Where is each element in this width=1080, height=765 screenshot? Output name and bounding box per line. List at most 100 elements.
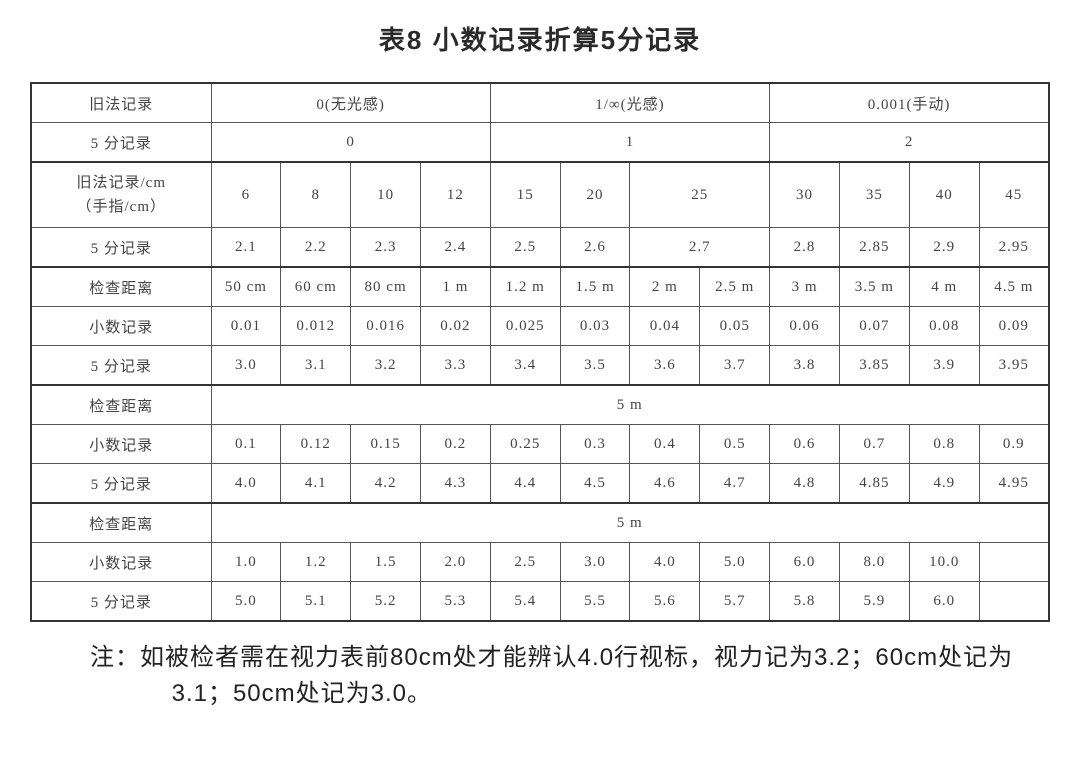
s4-dec-8: 0.6 <box>770 425 840 464</box>
s5-dec-3: 2.0 <box>420 543 490 582</box>
s1-score-label: 5 分记录 <box>31 123 211 163</box>
s2-val-9: 40 <box>909 162 979 228</box>
s2-val-4: 15 <box>490 162 560 228</box>
s3-score-2: 3.2 <box>351 346 421 386</box>
s2-val-10: 45 <box>979 162 1049 228</box>
s5-dec-9: 8.0 <box>839 543 909 582</box>
s2-score-9: 2.9 <box>909 228 979 268</box>
s3-dist-8: 3 m <box>770 267 840 307</box>
s4-dec-label: 小数记录 <box>31 425 211 464</box>
s4-score-3: 4.3 <box>420 464 490 504</box>
s4-dec-2: 0.15 <box>351 425 421 464</box>
s2-header-label: 旧法记录/cm（手指/cm） <box>31 162 211 228</box>
s1-col-2: 0.001(手动) <box>770 83 1049 123</box>
s2-score-10: 2.95 <box>979 228 1049 268</box>
s3-dist-2: 80 cm <box>351 267 421 307</box>
s1-score-0: 0 <box>211 123 490 163</box>
s5-dec-0: 1.0 <box>211 543 281 582</box>
s4-dec-6: 0.4 <box>630 425 700 464</box>
s2-val-0: 6 <box>211 162 281 228</box>
s2-score-4: 2.5 <box>490 228 560 268</box>
s5-dec-7: 5.0 <box>700 543 770 582</box>
s5-score-label: 5 分记录 <box>31 582 211 622</box>
s3-score-7: 3.7 <box>700 346 770 386</box>
s5-dist-value: 5 m <box>211 503 1049 543</box>
s3-dist-10: 4 m <box>909 267 979 307</box>
s2-val-2: 10 <box>351 162 421 228</box>
s2-score-2: 2.3 <box>351 228 421 268</box>
s3-dec-9: 0.07 <box>839 307 909 346</box>
table-title: 表8 小数记录折算5分记录 <box>30 20 1050 57</box>
s3-dec-6: 0.04 <box>630 307 700 346</box>
s4-score-7: 4.7 <box>700 464 770 504</box>
s4-score-9: 4.85 <box>839 464 909 504</box>
s3-dec-1: 0.012 <box>281 307 351 346</box>
s3-score-11: 3.95 <box>979 346 1049 386</box>
s5-dec-5: 3.0 <box>560 543 630 582</box>
s3-score-4: 3.4 <box>490 346 560 386</box>
s4-score-0: 4.0 <box>211 464 281 504</box>
s3-dec-10: 0.08 <box>909 307 979 346</box>
s1-col-0: 0(无光感) <box>211 83 490 123</box>
s4-score-8: 4.8 <box>770 464 840 504</box>
s2-score-6: 2.7 <box>630 228 770 268</box>
s2-score-label: 5 分记录 <box>31 228 211 268</box>
s2-score-5: 2.6 <box>560 228 630 268</box>
s2-score-8: 2.85 <box>839 228 909 268</box>
s2-val-8: 35 <box>839 162 909 228</box>
s4-dist-value: 5 m <box>211 385 1049 425</box>
s4-dec-10: 0.8 <box>909 425 979 464</box>
s4-dec-11: 0.9 <box>979 425 1049 464</box>
s3-dist-6: 2 m <box>630 267 700 307</box>
s3-dec-label: 小数记录 <box>31 307 211 346</box>
conversion-table: 旧法记录 0(无光感) 1/∞(光感) 0.001(手动) 5 分记录 0 1 … <box>30 82 1050 622</box>
s1-col-1: 1/∞(光感) <box>490 83 769 123</box>
s4-score-5: 4.5 <box>560 464 630 504</box>
s2-score-3: 2.4 <box>420 228 490 268</box>
s2-score-0: 2.1 <box>211 228 281 268</box>
s2-score-7: 2.8 <box>770 228 840 268</box>
s5-score-0: 5.0 <box>211 582 281 622</box>
s3-score-10: 3.9 <box>909 346 979 386</box>
s4-score-6: 4.6 <box>630 464 700 504</box>
s3-dist-4: 1.2 m <box>490 267 560 307</box>
s3-score-label: 5 分记录 <box>31 346 211 386</box>
s4-dec-7: 0.5 <box>700 425 770 464</box>
s4-dec-5: 0.3 <box>560 425 630 464</box>
s3-score-8: 3.8 <box>770 346 840 386</box>
s3-score-0: 3.0 <box>211 346 281 386</box>
s5-dec-1: 1.2 <box>281 543 351 582</box>
s4-dec-3: 0.2 <box>420 425 490 464</box>
s4-score-1: 4.1 <box>281 464 351 504</box>
s3-dist-7: 2.5 m <box>700 267 770 307</box>
s4-dec-4: 0.25 <box>490 425 560 464</box>
s3-dec-2: 0.016 <box>351 307 421 346</box>
s2-val-1: 8 <box>281 162 351 228</box>
s3-dec-0: 0.01 <box>211 307 281 346</box>
footnote: 注：如被检者需在视力表前80cm处才能辨认4.0行视标，视力记为3.2；60cm… <box>112 640 1050 712</box>
s5-score-7: 5.7 <box>700 582 770 622</box>
s3-dist-11: 4.5 m <box>979 267 1049 307</box>
s5-dist-label: 检查距离 <box>31 503 211 543</box>
s3-dec-3: 0.02 <box>420 307 490 346</box>
s5-score-2: 5.2 <box>351 582 421 622</box>
s1-header-label: 旧法记录 <box>31 83 211 123</box>
s3-dist-1: 60 cm <box>281 267 351 307</box>
s5-dec-11 <box>979 543 1049 582</box>
s4-score-2: 4.2 <box>351 464 421 504</box>
s4-score-11: 4.95 <box>979 464 1049 504</box>
s3-dec-4: 0.025 <box>490 307 560 346</box>
s5-score-8: 5.8 <box>770 582 840 622</box>
s5-score-5: 5.5 <box>560 582 630 622</box>
s3-dec-5: 0.03 <box>560 307 630 346</box>
s3-dec-8: 0.06 <box>770 307 840 346</box>
s5-dec-2: 1.5 <box>351 543 421 582</box>
s2-val-5: 20 <box>560 162 630 228</box>
s4-dec-9: 0.7 <box>839 425 909 464</box>
s5-dec-10: 10.0 <box>909 543 979 582</box>
s1-score-2: 2 <box>770 123 1049 163</box>
s2-val-7: 30 <box>770 162 840 228</box>
s2-score-1: 2.2 <box>281 228 351 268</box>
s2-val-3: 12 <box>420 162 490 228</box>
s3-dec-11: 0.09 <box>979 307 1049 346</box>
